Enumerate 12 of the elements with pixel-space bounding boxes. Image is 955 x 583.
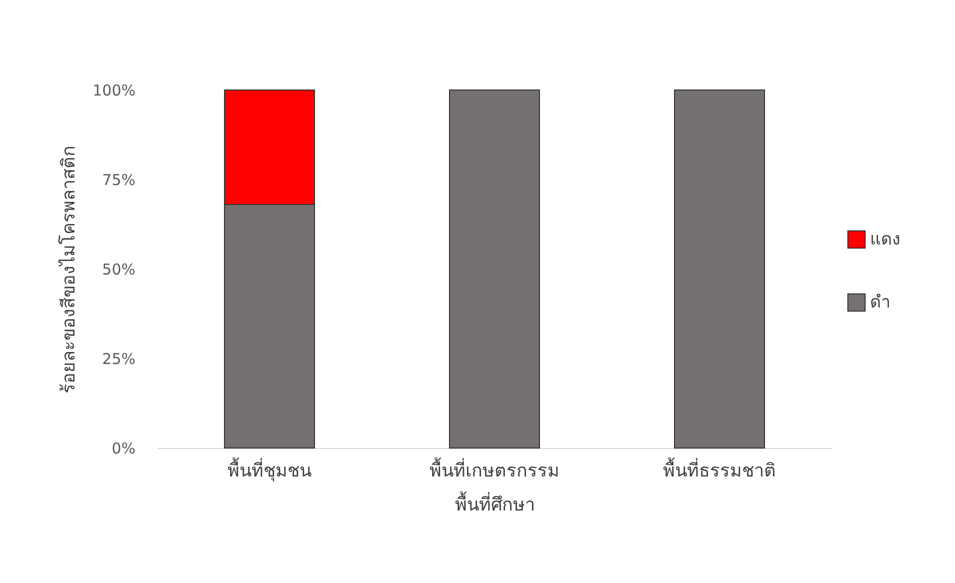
y-tick-label: 75%	[102, 171, 136, 189]
y-tick-label: 50%	[102, 260, 136, 278]
x-tick-label: พื้นที่เกษตรกรรม	[430, 458, 560, 482]
y-axis-title: ร้อยละของสีของไมโครพลาสติก	[58, 146, 80, 394]
x-axis-title: พื้นที่ศึกษา	[455, 492, 535, 516]
legend-label: ดำ	[870, 292, 891, 312]
x-tick-label: พื้นที่ชุมชน	[228, 458, 312, 482]
legend-label: แดง	[870, 230, 900, 250]
y-tick-label: 0%	[112, 440, 136, 458]
y-tick-label: 100%	[92, 82, 136, 100]
x-tick-label: พื้นที่ธรรมชาติ	[663, 458, 776, 482]
y-tick-label: 25%	[102, 350, 136, 368]
